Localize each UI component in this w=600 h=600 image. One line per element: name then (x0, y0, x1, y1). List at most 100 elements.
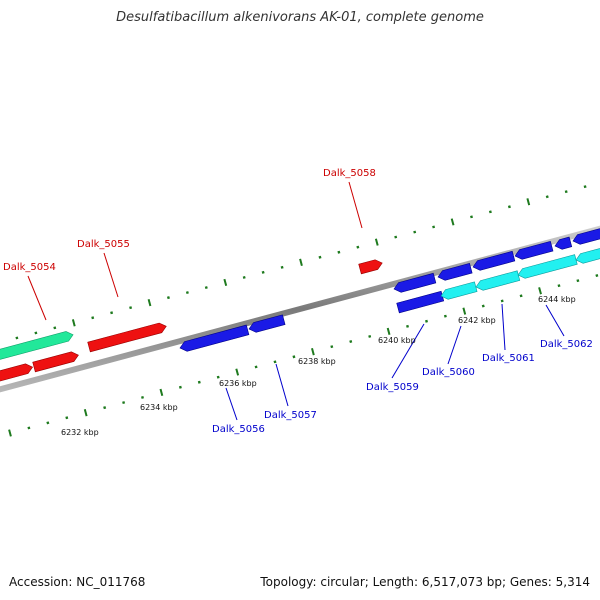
gene-arrow-blue[interactable] (572, 225, 600, 246)
minor-tick (65, 416, 69, 420)
minor-tick (216, 375, 220, 379)
minor-tick (557, 284, 561, 288)
minor-tick (197, 380, 201, 384)
leader-line (447, 325, 462, 365)
leader-line (225, 387, 238, 421)
minor-tick (432, 225, 436, 229)
minor-tick (470, 215, 473, 219)
major-tick (71, 319, 76, 327)
minor-tick (519, 294, 523, 298)
minor-tick (394, 235, 398, 239)
minor-tick (481, 304, 485, 308)
minor-tick (34, 331, 38, 335)
gene-label-dalk-5057[interactable]: Dalk_5057 (264, 410, 317, 421)
minor-tick (15, 336, 19, 340)
minor-tick (500, 299, 504, 303)
minor-tick (425, 319, 428, 323)
leader-line (27, 275, 47, 321)
gene-label-dalk-5059[interactable]: Dalk_5059 (366, 382, 419, 393)
map-title: Desulfatibacillum alkenivorans AK-01, co… (116, 10, 484, 25)
ruler-label: 6244 kbp (538, 295, 576, 304)
minor-tick (254, 365, 258, 369)
gene-arrow-blue[interactable] (248, 314, 286, 334)
leader-line (501, 303, 506, 351)
gene-arrow-cyan[interactable] (575, 244, 600, 265)
minor-tick (545, 195, 549, 199)
major-tick (8, 429, 12, 437)
gene-label-dalk-5058[interactable]: Dalk_5058 (323, 168, 376, 179)
gene-arrow-blue[interactable] (554, 236, 573, 251)
gene-arrow-red[interactable] (87, 321, 168, 353)
gene-features (0, 225, 600, 384)
minor-tick (185, 291, 189, 295)
minor-tick (368, 334, 372, 338)
major-tick (311, 348, 315, 356)
minor-tick (337, 250, 341, 254)
minor-tick (166, 296, 170, 300)
accession-text: Accession: NC_011768 (9, 575, 146, 589)
minor-tick (406, 324, 409, 328)
genome-backbone (0, 225, 600, 393)
minor-tick (178, 385, 182, 389)
major-tick (386, 327, 391, 336)
major-tick (147, 299, 152, 307)
upper-tick-track (15, 185, 587, 340)
minor-tick (583, 185, 587, 189)
gene-label-dalk-5061[interactable]: Dalk_5061 (482, 353, 535, 364)
ruler-labels: 6232 kbp 6234 kbp 6236 kbp 6238 kbp 6240… (61, 295, 576, 437)
gene-label-dalk-5056[interactable]: Dalk_5056 (212, 424, 265, 435)
major-tick (374, 238, 379, 246)
minor-tick (280, 265, 284, 269)
ruler-label: 6238 kbp (298, 357, 336, 366)
minor-tick (564, 190, 568, 194)
ruler-label: 6232 kbp (61, 428, 99, 437)
leader-line (348, 181, 363, 229)
minor-tick (46, 421, 50, 425)
gene-label-dalk-5055[interactable]: Dalk_5055 (77, 239, 130, 250)
gene-arrow-cyan[interactable] (475, 270, 521, 292)
gene-arrow-cyan[interactable] (440, 281, 478, 301)
major-tick (450, 218, 455, 226)
major-tick (223, 278, 228, 287)
genome-summary-text: Topology: circular; Length: 6,517,073 bp… (260, 575, 590, 589)
gene-arrow-teal[interactable] (0, 330, 74, 363)
minor-tick (91, 316, 95, 320)
minor-tick (576, 279, 580, 283)
gene-arrow-blue[interactable] (396, 290, 445, 314)
leader-line (275, 363, 289, 407)
major-tick (159, 388, 164, 396)
minor-tick (122, 401, 126, 405)
major-tick (526, 198, 531, 206)
minor-tick (273, 360, 277, 364)
leader-line (391, 323, 425, 379)
minor-tick (242, 275, 246, 279)
gene-labels: Dalk_5054 Dalk_5055 Dalk_5058 Dalk_5056 … (3, 168, 593, 435)
gene-label-dalk-5060[interactable]: Dalk_5060 (422, 367, 475, 378)
gene-arrow-blue[interactable] (179, 324, 250, 353)
gene-arrow-blue[interactable] (472, 250, 516, 272)
leader-line (545, 304, 565, 337)
major-tick (83, 409, 88, 417)
minor-tick (595, 274, 599, 278)
ruler-label: 6236 kbp (219, 379, 257, 388)
ruler-label: 6240 kbp (378, 336, 416, 345)
major-tick (235, 368, 240, 376)
gene-label-dalk-5062[interactable]: Dalk_5062 (540, 339, 593, 350)
gene-label-dalk-5054[interactable]: Dalk_5054 (3, 262, 56, 273)
gene-arrow-blue[interactable] (437, 263, 473, 281)
gene-arrow-red[interactable] (358, 258, 384, 275)
gene-arrow-cyan[interactable] (517, 254, 578, 280)
gene-arrow-red[interactable] (32, 350, 80, 373)
minor-tick (204, 286, 208, 290)
gene-arrow-blue[interactable] (514, 240, 554, 260)
minor-tick (129, 306, 133, 310)
minor-tick (507, 205, 511, 209)
gene-arrow-blue[interactable] (393, 272, 437, 294)
minor-tick (292, 355, 296, 359)
gene-leader-lines (27, 181, 565, 421)
minor-tick (413, 230, 417, 234)
gene-arrow-red[interactable] (0, 362, 34, 384)
minor-tick (488, 210, 492, 214)
ruler-label: 6242 kbp (458, 316, 496, 325)
